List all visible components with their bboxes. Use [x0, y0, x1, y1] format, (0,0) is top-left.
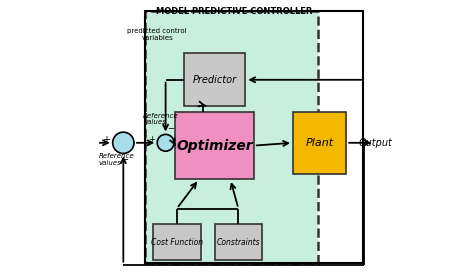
Text: Cost Function: Cost Function — [151, 238, 203, 247]
Text: +: + — [102, 135, 110, 145]
Text: −: − — [167, 125, 174, 134]
Text: +: + — [149, 136, 155, 144]
Text: Predictor: Predictor — [192, 75, 237, 85]
Text: Reference
values: Reference values — [99, 153, 134, 166]
Text: MODEL PREDICTIVE CONTROLLER: MODEL PREDICTIVE CONTROLLER — [156, 7, 312, 16]
Text: Reference
values: Reference values — [143, 113, 179, 125]
Text: Optimizer: Optimizer — [176, 139, 253, 153]
Text: Output: Output — [359, 138, 392, 148]
Bar — [145, 11, 318, 263]
Bar — [153, 224, 201, 260]
Circle shape — [113, 132, 134, 153]
Text: Plant: Plant — [306, 138, 334, 148]
Text: Constraints: Constraints — [217, 238, 260, 247]
Bar — [184, 53, 246, 106]
Text: −: − — [121, 155, 129, 165]
Bar — [215, 224, 262, 260]
Bar — [145, 11, 363, 263]
Text: predicted control
variables: predicted control variables — [128, 28, 187, 41]
Bar — [293, 112, 346, 174]
Bar — [175, 112, 254, 179]
Circle shape — [157, 134, 174, 151]
